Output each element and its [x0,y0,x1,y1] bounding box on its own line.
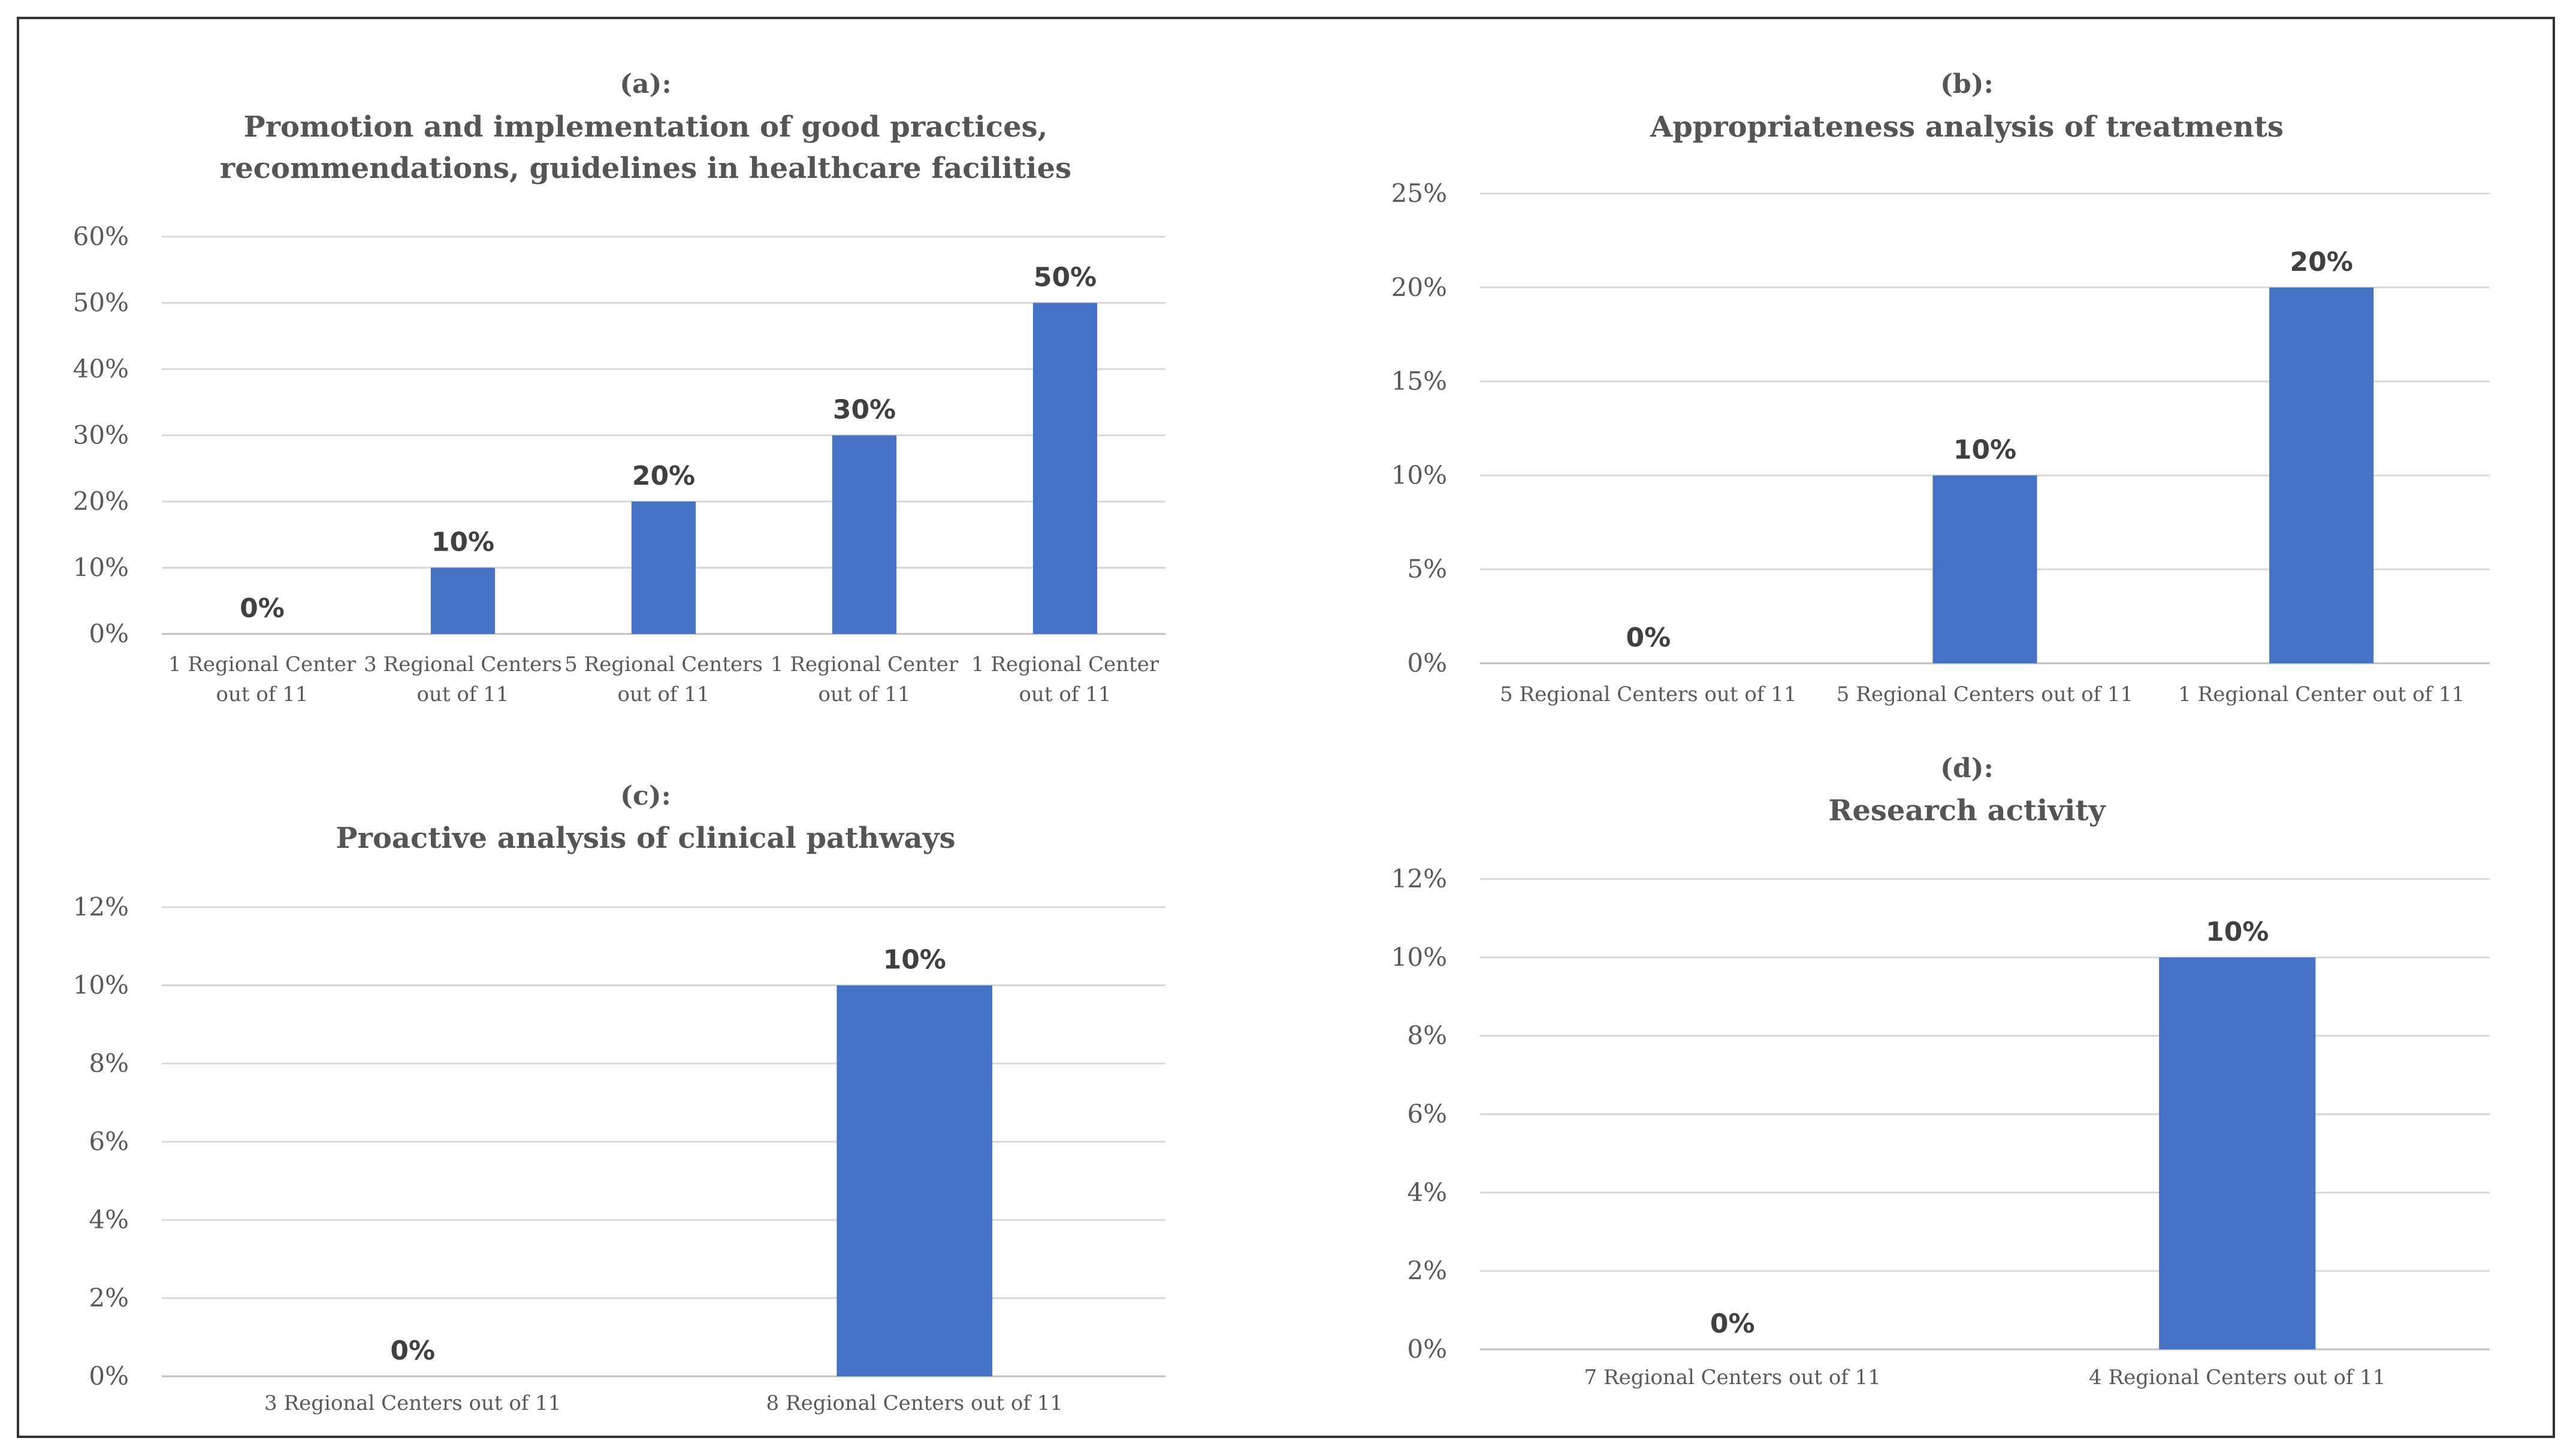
y-tick-label: 10% [73,553,129,582]
chart-panel-b: (b): Appropriateness analysis of treatmen… [1286,0,2573,728]
category-label: 1 Regional Center [771,653,959,676]
y-tick-label: 0% [89,1361,129,1391]
category-label: 1 Regional Center out of 11 [2178,682,2465,706]
category-label: 1 Regional Center [971,653,1159,676]
y-tick-label: 20% [73,487,129,516]
data-label: 10% [431,527,494,558]
chart-svg-b: (b): Appropriateness analysis of treatmen… [1391,69,2490,706]
data-label: 10% [2206,917,2269,947]
y-tick-label: 2% [1407,1256,1447,1285]
chart-svg-a: (a): Promotion and implementation of good… [73,69,1165,706]
chart-title: Proactive analysis of clinical pathways [336,821,955,855]
y-tick-label: 10% [1391,460,1447,490]
chart-title: Research activity [1828,794,2106,827]
y-tick-label: 6% [89,1127,129,1156]
y-tick-label: 0% [1407,1334,1447,1364]
chart-title: Appropriateness analysis of treatments [1650,110,2284,144]
data-label: 0% [240,593,285,624]
bar [1032,303,1098,634]
y-tick-label: 50% [73,288,129,318]
figure-frame [17,17,2555,1438]
y-tick-label: 10% [73,971,129,1000]
data-label: 10% [883,945,946,975]
chart-svg-d: (d): Research activity 0% 2% 4% 6% 8% 10% 12% 0% 7… [1391,753,2490,1389]
panel-label: (d): [1940,753,1994,784]
bar [836,985,993,1376]
chart-svg-c: (c): Proactive analysis of clinical pathw… [73,781,1165,1415]
chart-title: Promotion and implementation of good pra… [244,110,1048,144]
category-label: out of 11 [417,682,509,706]
y-tick-label: 0% [1407,648,1447,678]
y-tick-label: 40% [73,354,129,383]
category-label: 1 Regional Center [168,653,357,676]
y-tick-label: 30% [73,421,129,450]
category-label: 5 Regional Centers out of 11 [1500,682,1796,706]
data-label: 50% [1034,262,1097,293]
y-tick-label: 6% [1407,1099,1447,1129]
panel-label: (b): [1940,69,1994,99]
category-label: 5 Regional Centers out of 11 [1837,682,2133,706]
panel-label: (a): [620,69,671,99]
category-label: 8 Regional Centers out of 11 [766,1391,1063,1415]
y-tick-label: 4% [1407,1177,1447,1207]
data-label: 20% [632,461,695,491]
category-label: 3 Regional Centers [364,653,562,676]
category-label: 5 Regional Centers [564,653,763,676]
bar [1932,475,2037,663]
bar [631,502,696,634]
chart-title: recommendations, guidelines in healthcar… [220,152,1071,185]
y-tick-label: 12% [73,892,129,922]
data-label: 0% [1710,1309,1755,1339]
panel-label: (c): [620,781,671,811]
data-label: 20% [2290,247,2353,277]
bar [832,435,897,634]
category-label: 7 Regional Centers out of 11 [1584,1366,1881,1389]
category-label: out of 11 [1019,682,1112,706]
bar [430,567,496,634]
chart-panel-d: (d): Research activity 0% 2% 4% 6% 8% 10% 12% 0% 7… [1286,728,2573,1456]
y-tick-label: 8% [89,1049,129,1078]
y-tick-label: 2% [89,1283,129,1313]
category-label: 4 Regional Centers out of 11 [2089,1366,2385,1389]
y-tick-label: 0% [89,619,129,648]
y-tick-label: 5% [1407,554,1447,584]
data-label: 0% [1626,623,1671,653]
y-tick-label: 4% [89,1205,129,1234]
bar [2269,287,2374,663]
category-label: 3 Regional Centers out of 11 [264,1391,561,1415]
chart-panel-a: (a): Promotion and implementation of good… [0,0,1286,728]
category-label: out of 11 [819,682,911,706]
y-tick-label: 10% [1391,943,1447,972]
data-label: 0% [390,1336,435,1366]
y-tick-label: 15% [1391,367,1447,396]
y-tick-label: 20% [1391,273,1447,302]
data-label: 30% [833,395,896,425]
y-tick-label: 25% [1391,179,1447,208]
y-tick-label: 60% [73,222,129,251]
y-tick-label: 12% [1391,864,1447,893]
data-label: 10% [1953,434,2016,465]
category-label: out of 11 [216,682,309,706]
y-tick-label: 8% [1407,1021,1447,1050]
category-label: out of 11 [618,682,710,706]
chart-panel-c: (c): Proactive analysis of clinical pathw… [0,728,1286,1456]
bar [2159,957,2316,1349]
